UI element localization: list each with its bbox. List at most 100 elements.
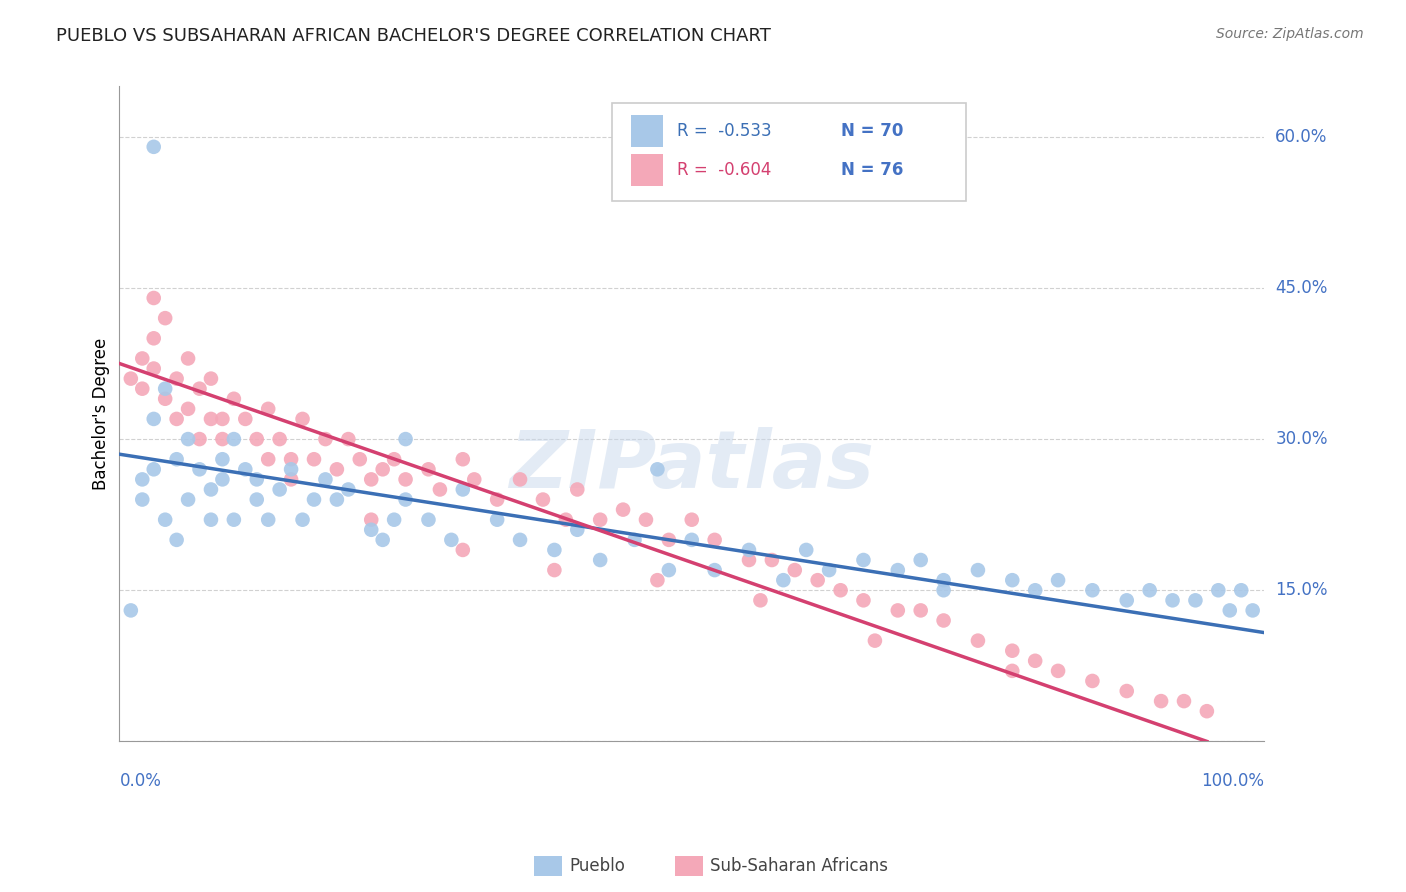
Point [211,452,233,467]
Point [1184,593,1206,607]
Point [418,462,440,476]
Point [246,492,269,507]
Point [337,432,360,446]
Point [302,452,325,467]
Point [486,513,509,527]
Point [142,361,165,376]
Point [360,472,382,486]
Bar [675,856,703,876]
Text: ZIPatlas: ZIPatlas [509,427,875,505]
Point [932,614,955,628]
Point [1081,673,1104,688]
Point [1024,583,1046,598]
Point [394,492,416,507]
Point [246,472,269,486]
Point [222,392,245,406]
Point [1001,664,1024,678]
Point [131,492,153,507]
Point [1219,603,1241,617]
Point [612,502,634,516]
Point [280,452,302,467]
Point [131,472,153,486]
Point [233,412,256,426]
Text: Sub-Saharan Africans: Sub-Saharan Africans [710,857,889,875]
Point [153,311,176,326]
Point [543,543,565,558]
Point [257,452,280,467]
Point [634,513,657,527]
Point [418,513,440,527]
Point [658,563,681,577]
Point [967,563,990,577]
Point [451,483,474,497]
Text: 100.0%: 100.0% [1201,772,1264,790]
Point [326,492,349,507]
Point [394,472,416,486]
Point [567,523,589,537]
Point [543,563,565,577]
Point [360,523,382,537]
Point [830,583,852,598]
Point [554,513,576,527]
Point [314,472,336,486]
Point [177,432,200,446]
Point [1150,694,1173,708]
Point [1208,583,1230,598]
Point [794,543,817,558]
Point [967,633,990,648]
Point [852,593,875,607]
Point [429,483,451,497]
Point [280,472,302,486]
Point [131,351,153,366]
Point [1047,573,1070,587]
Point [818,563,841,577]
Point [451,452,474,467]
Point [567,483,589,497]
Point [302,492,325,507]
Point [463,472,485,486]
Point [852,553,875,567]
Point [177,401,200,416]
Point [291,513,314,527]
Point [360,513,382,527]
Point [658,533,681,547]
Point [509,533,531,547]
Point [394,432,416,446]
Point [910,553,932,567]
Point [1139,583,1161,598]
Point [142,462,165,476]
Point [1115,684,1137,698]
Point [703,533,725,547]
Text: 15.0%: 15.0% [1275,582,1327,599]
Point [1115,593,1137,607]
Point [349,452,371,467]
Point [337,483,360,497]
Text: R =  -0.533: R = -0.533 [676,122,772,140]
Point [681,533,703,547]
Point [200,513,222,527]
Point [188,432,211,446]
Point [142,291,165,305]
Point [291,412,314,426]
Text: 30.0%: 30.0% [1275,430,1327,448]
Point [1047,664,1070,678]
Point [863,633,886,648]
Point [738,553,761,567]
Point [200,483,222,497]
Point [1081,583,1104,598]
Text: Pueblo: Pueblo [569,857,626,875]
Point [486,492,509,507]
Point [681,513,703,527]
Point [910,603,932,617]
Point [269,432,291,446]
Point [749,593,772,607]
Point [371,533,394,547]
Point [142,331,165,345]
Text: 60.0%: 60.0% [1275,128,1327,145]
Bar [631,115,664,146]
Point [647,462,669,476]
Point [371,462,394,476]
Point [166,371,188,385]
Point [200,412,222,426]
Point [932,573,955,587]
